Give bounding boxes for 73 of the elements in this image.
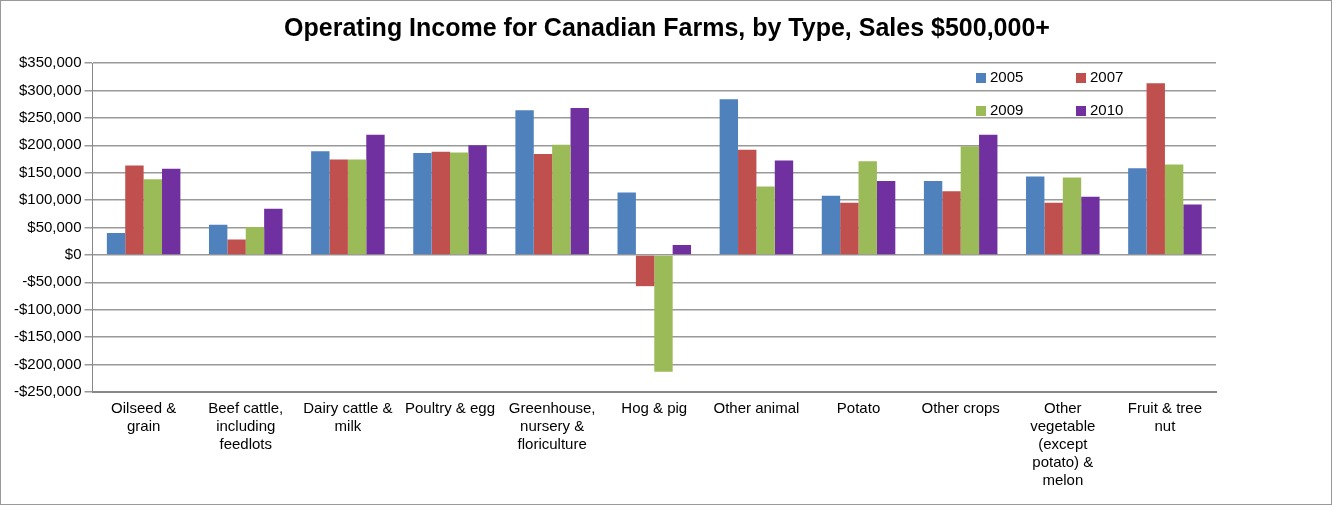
bar (738, 149, 757, 255)
x-tick-label: Beef cattle, including feedlots (208, 399, 284, 453)
bar (1062, 177, 1082, 255)
bar (1081, 196, 1100, 255)
bar (347, 159, 367, 255)
bar (450, 152, 469, 255)
x-tick-label: Other vegetable (except potato) & melon (1030, 399, 1096, 489)
legend-label: 2009 (990, 101, 1024, 119)
y-tick-label: $150,000 (18, 162, 82, 180)
x-tick-label: Other crops (921, 399, 1000, 417)
y-tick-label: -$100,000 (14, 299, 82, 317)
y-tick-label: $350,000 (18, 53, 82, 71)
x-tick-label: Oilseed & grain (111, 399, 177, 435)
bar (858, 161, 877, 255)
bar (245, 226, 265, 255)
x-tick-label: Greenhouse, nursery & floriculture (508, 399, 596, 453)
legend-label: 2007 (1090, 68, 1124, 86)
bar (719, 99, 739, 255)
y-tick-label: $200,000 (18, 135, 82, 153)
bar (1128, 168, 1147, 255)
bar (1146, 83, 1165, 255)
y-tick-label: -$200,000 (14, 354, 82, 372)
legend-label: 2010 (1090, 101, 1124, 119)
bar (264, 208, 283, 255)
bar (431, 151, 451, 255)
y-tick-label: $50,000 (27, 217, 82, 235)
bar (366, 134, 385, 255)
bar (570, 107, 589, 255)
bar (552, 144, 571, 255)
bar (162, 168, 181, 255)
x-tick-label: Poultry & egg (404, 399, 496, 417)
bar (468, 145, 487, 255)
bar (979, 134, 998, 255)
legend-label: 2005 (990, 68, 1024, 86)
chart-title: Operating Income for Canadian Farms, by Type, Sales $500,000+ (283, 13, 1051, 42)
bar (311, 151, 330, 255)
bar (1164, 164, 1184, 255)
y-tick-label: $250,000 (18, 107, 82, 125)
bar (413, 152, 432, 255)
bar (635, 255, 655, 287)
bar (654, 255, 673, 372)
x-tick-label: Other animal (713, 399, 800, 417)
x-tick-label: Fruit & tree nut (1127, 399, 1203, 435)
bar (1044, 202, 1063, 255)
y-tick-label: $0 (64, 245, 82, 263)
bar (876, 180, 896, 255)
x-tick-label: Hog & pig (621, 399, 688, 417)
x-tick-label: Potato (836, 399, 881, 417)
bar (143, 179, 163, 255)
y-tick-label: -$250,000 (14, 382, 82, 400)
bar (672, 245, 692, 255)
bar (227, 239, 246, 255)
y-tick-label: $300,000 (18, 80, 82, 98)
bar (756, 186, 775, 255)
bar (821, 195, 841, 255)
x-tick-label: Dairy cattle & milk (303, 399, 393, 435)
bar (840, 202, 859, 255)
bar (942, 191, 961, 255)
bar (125, 165, 144, 255)
y-tick-label: $100,000 (18, 190, 82, 208)
bar (106, 232, 126, 255)
bar (533, 154, 553, 255)
bar (1183, 204, 1202, 255)
bar (329, 159, 348, 255)
y-tick-label: -$150,000 (14, 327, 82, 345)
y-tick-label: -$50,000 (22, 272, 82, 290)
bar (774, 160, 794, 255)
bar (208, 224, 228, 255)
bar (923, 180, 943, 255)
bar (617, 192, 636, 255)
bar (515, 110, 534, 255)
bar (960, 146, 980, 255)
bar (1026, 176, 1045, 255)
